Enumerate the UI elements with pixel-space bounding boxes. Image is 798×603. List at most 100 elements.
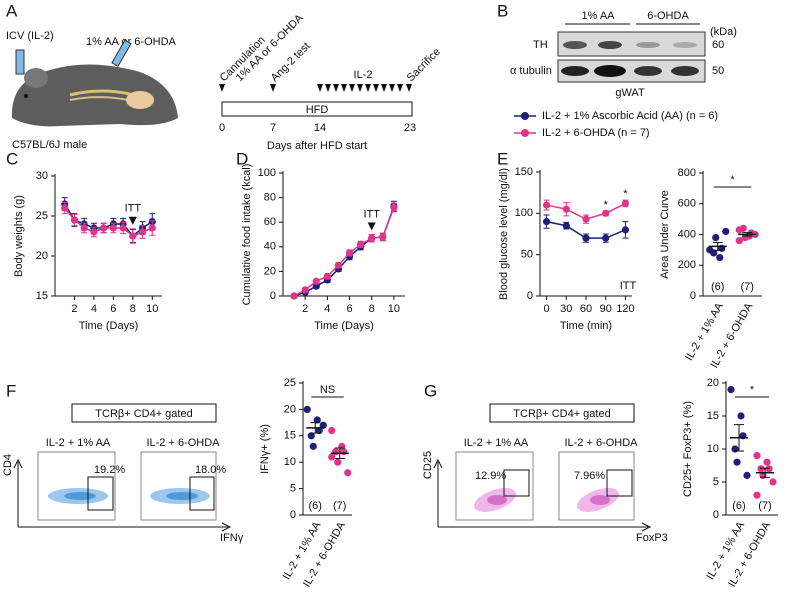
x-tick-label: 10 [388, 303, 400, 315]
y-tick-label: 40 [264, 241, 276, 253]
legend-marker [521, 112, 529, 120]
data-point [765, 465, 773, 473]
y-tick-label: 100 [515, 207, 533, 219]
panel-label: F [6, 381, 16, 400]
data-point [340, 448, 348, 456]
x-tick-label: 2 [71, 303, 77, 315]
x-tick-label: 0 [544, 303, 550, 315]
data-point [80, 224, 88, 232]
y-tick-label: 10 [707, 443, 719, 455]
panel-label: G [424, 381, 437, 400]
data-point [61, 204, 69, 212]
data-point [621, 199, 630, 208]
percent-label: 18.0% [195, 464, 226, 476]
y-tick-label: 10 [284, 456, 296, 468]
y-axis-label: IFNγ+ (%) [259, 424, 271, 474]
axis [54, 174, 162, 297]
y-tick-label: 15 [707, 410, 719, 422]
y-tick-label: 5 [290, 483, 296, 495]
data-point [290, 292, 298, 300]
annotation: ITT [363, 208, 380, 220]
gate-label: TCRβ+ CD4+ gated [95, 408, 192, 420]
percent-label: 12.9% [475, 470, 506, 482]
data-point [313, 416, 321, 424]
sample-label: IL-2 + 6-OHDA [146, 437, 220, 449]
data-point [757, 465, 765, 473]
series-line [64, 203, 153, 238]
data-point [328, 426, 336, 435]
data-point [602, 209, 610, 217]
x-tick-label: 90 [600, 303, 612, 315]
significance: * [750, 384, 755, 396]
flow-plot [433, 451, 652, 532]
data-point [90, 228, 98, 236]
legend-label: IL-2 + 6-OHDA (n = 7) [542, 127, 650, 139]
gate-box [489, 403, 635, 423]
y-tick-label: 400 [678, 228, 696, 240]
data-point [315, 426, 323, 435]
mouse [11, 39, 179, 127]
data-point [735, 237, 743, 245]
data-point [323, 272, 331, 280]
data-point [301, 286, 309, 294]
panel-label: D [236, 149, 248, 168]
y-tick-label: 0 [527, 290, 533, 302]
legend: IL-2 + 1% Ascorbic Acid (AA) (n = 6) IL-2… [514, 110, 718, 139]
data-point [602, 234, 610, 242]
y-tick-label: 80 [264, 192, 276, 204]
data-point [303, 405, 311, 413]
y-tick-label: 0 [713, 509, 719, 521]
note: ITT [620, 280, 637, 292]
y-axis-label: Area Under Curve [659, 190, 671, 279]
x-tick-label: 6 [346, 303, 352, 315]
y-tick-label: 20 [36, 250, 48, 262]
data-point [582, 234, 590, 242]
y-tick-label: 0 [290, 509, 296, 521]
marker-label: CD4 [2, 454, 14, 476]
y-tick-label: 15 [284, 430, 296, 442]
x-axis-label: Time (Days) [79, 320, 138, 332]
annotation: ITT [125, 203, 142, 215]
significance: * [730, 174, 735, 186]
y-tick-label: 20 [264, 265, 276, 277]
sample-label: IL-2 + 1% AA [464, 437, 529, 449]
data-point [344, 469, 352, 477]
sem-bar [742, 232, 753, 237]
data-point [542, 201, 551, 209]
panel-label: C [6, 149, 18, 168]
legend-marker [521, 129, 529, 137]
sem-bar [310, 422, 321, 434]
timeline [219, 84, 413, 117]
unit-label: (kDa) [710, 26, 737, 38]
series-line [64, 207, 153, 237]
data-point [712, 233, 720, 242]
x-tick-label: 4 [91, 303, 97, 315]
percent-label: 19.2% [94, 464, 125, 476]
data-point [737, 412, 745, 420]
sample-label: IL-2 + 1% AA [46, 437, 111, 449]
y-tick-label: 30 [36, 170, 48, 182]
data-point [357, 240, 365, 248]
data-point [319, 421, 327, 429]
y-tick-label: 5 [713, 476, 719, 488]
significance: NS [320, 384, 335, 396]
day-label: 7 [270, 122, 276, 134]
data-point [138, 228, 147, 236]
n-label: (6) [732, 500, 745, 512]
sample-label: IL-2 + 6-OHDA [564, 437, 638, 449]
data-point [735, 226, 743, 234]
data-point [334, 458, 342, 466]
group-label: 1% AA [581, 10, 615, 22]
day-label: 14 [314, 122, 326, 134]
data-point [379, 233, 387, 241]
y-tick-label: 20 [707, 377, 719, 389]
protein-label: TH [533, 39, 548, 51]
x-tick-label: 4 [324, 303, 330, 315]
event-label: IL-2 [354, 69, 373, 81]
diet-label: HFD [306, 104, 329, 116]
annotation-arrow [367, 222, 376, 231]
data-point [345, 249, 354, 257]
injection-label: 1% AA or 6-OHDA [86, 36, 177, 48]
panel-label: B [497, 1, 508, 20]
